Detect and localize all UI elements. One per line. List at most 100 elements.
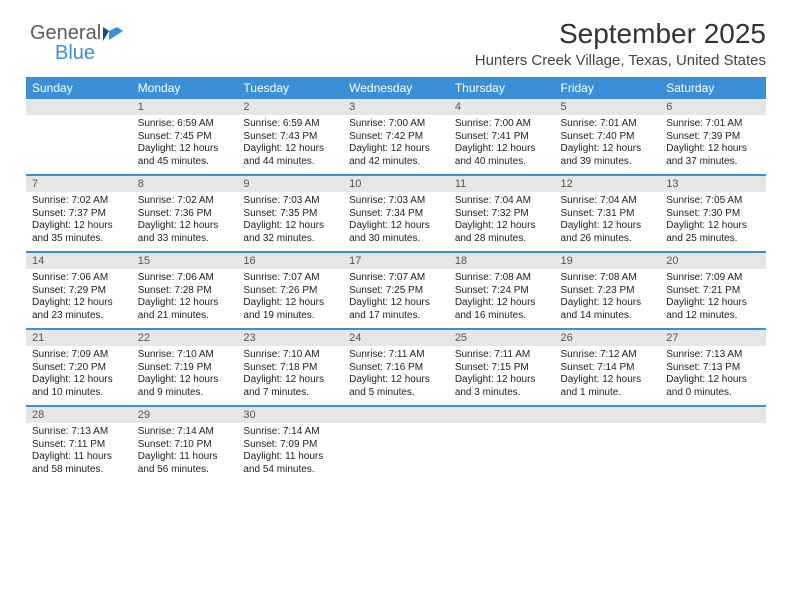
daylight-text: and 14 minutes. <box>561 310 655 323</box>
daylight-text: and 45 minutes. <box>138 156 232 169</box>
day-number: 6 <box>660 99 766 115</box>
calendar-table: Sunday Monday Tuesday Wednesday Thursday… <box>26 77 766 482</box>
day-cell: 27Sunrise: 7:13 AMSunset: 7:13 PMDayligh… <box>660 329 766 406</box>
day-number: 13 <box>660 176 766 192</box>
daylight-text: and 12 minutes. <box>666 310 760 323</box>
day-number: 11 <box>449 176 555 192</box>
sunrise-text: Sunrise: 7:12 AM <box>561 349 655 362</box>
day-number: 17 <box>343 253 449 269</box>
day-cell: 25Sunrise: 7:11 AMSunset: 7:15 PMDayligh… <box>449 329 555 406</box>
daylight-text: and 42 minutes. <box>349 156 443 169</box>
sunrise-text: Sunrise: 7:13 AM <box>666 349 760 362</box>
sunset-text: Sunset: 7:40 PM <box>561 131 655 144</box>
day-number: 14 <box>26 253 132 269</box>
brand-part2: Blue <box>55 42 95 64</box>
day-cell: 18Sunrise: 7:08 AMSunset: 7:24 PMDayligh… <box>449 252 555 329</box>
day-body: Sunrise: 7:03 AMSunset: 7:35 PMDaylight:… <box>237 192 343 251</box>
day-number: 20 <box>660 253 766 269</box>
daylight-text: Daylight: 12 hours <box>455 297 549 310</box>
week-row: 21Sunrise: 7:09 AMSunset: 7:20 PMDayligh… <box>26 329 766 406</box>
daylight-text: Daylight: 12 hours <box>561 143 655 156</box>
day-number-empty <box>449 407 555 423</box>
day-cell: 13Sunrise: 7:05 AMSunset: 7:30 PMDayligh… <box>660 175 766 252</box>
sunset-text: Sunset: 7:43 PM <box>243 131 337 144</box>
sunrise-text: Sunrise: 7:01 AM <box>561 118 655 131</box>
day-body: Sunrise: 7:06 AMSunset: 7:29 PMDaylight:… <box>26 269 132 328</box>
daylight-text: Daylight: 12 hours <box>243 297 337 310</box>
daylight-text: Daylight: 12 hours <box>349 220 443 233</box>
day-number: 2 <box>237 99 343 115</box>
day-cell <box>660 406 766 482</box>
day-number: 5 <box>555 99 661 115</box>
daylight-text: Daylight: 12 hours <box>455 143 549 156</box>
day-cell: 19Sunrise: 7:08 AMSunset: 7:23 PMDayligh… <box>555 252 661 329</box>
sunset-text: Sunset: 7:34 PM <box>349 208 443 221</box>
day-cell: 5 Sunrise: 7:01 AMSunset: 7:40 PMDaylight… <box>555 99 661 175</box>
week-row: 14Sunrise: 7:06 AMSunset: 7:29 PMDayligh… <box>26 252 766 329</box>
day-body: Sunrise: 6:59 AMSunset: 7:45 PMDaylight:… <box>132 115 238 174</box>
sunrise-text: Sunrise: 7:10 AM <box>243 349 337 362</box>
day-body: Sunrise: 7:07 AMSunset: 7:25 PMDaylight:… <box>343 269 449 328</box>
day-body: Sunrise: 7:09 AMSunset: 7:21 PMDaylight:… <box>660 269 766 328</box>
day-number: 12 <box>555 176 661 192</box>
day-body: Sunrise: 6:59 AMSunset: 7:43 PMDaylight:… <box>237 115 343 174</box>
daylight-text: Daylight: 12 hours <box>32 374 126 387</box>
day-number: 16 <box>237 253 343 269</box>
day-cell <box>26 99 132 175</box>
header: September 2025 Hunters Creek Village, Te… <box>26 18 766 69</box>
day-number-empty <box>555 407 661 423</box>
day-number: 9 <box>237 176 343 192</box>
day-number: 3 <box>343 99 449 115</box>
day-body: Sunrise: 7:13 AMSunset: 7:11 PMDaylight:… <box>26 423 132 482</box>
day-body: Sunrise: 7:11 AMSunset: 7:16 PMDaylight:… <box>343 346 449 405</box>
sunrise-text: Sunrise: 7:04 AM <box>455 195 549 208</box>
sunset-text: Sunset: 7:23 PM <box>561 285 655 298</box>
sunset-text: Sunset: 7:32 PM <box>455 208 549 221</box>
sunset-text: Sunset: 7:18 PM <box>243 362 337 375</box>
weekday-header: Friday <box>555 77 661 99</box>
sunrise-text: Sunrise: 7:04 AM <box>561 195 655 208</box>
daylight-text: Daylight: 12 hours <box>138 297 232 310</box>
day-number: 28 <box>26 407 132 423</box>
day-cell: 16Sunrise: 7:07 AMSunset: 7:26 PMDayligh… <box>237 252 343 329</box>
day-body: Sunrise: 7:04 AMSunset: 7:31 PMDaylight:… <box>555 192 661 251</box>
daylight-text: and 21 minutes. <box>138 310 232 323</box>
day-number: 21 <box>26 330 132 346</box>
day-body: Sunrise: 7:00 AMSunset: 7:41 PMDaylight:… <box>449 115 555 174</box>
sunset-text: Sunset: 7:14 PM <box>561 362 655 375</box>
sunrise-text: Sunrise: 7:05 AM <box>666 195 760 208</box>
day-cell <box>449 406 555 482</box>
sunset-text: Sunset: 7:26 PM <box>243 285 337 298</box>
sunset-text: Sunset: 7:37 PM <box>32 208 126 221</box>
day-body: Sunrise: 7:13 AMSunset: 7:13 PMDaylight:… <box>660 346 766 405</box>
sunset-text: Sunset: 7:36 PM <box>138 208 232 221</box>
week-row: 1Sunrise: 6:59 AMSunset: 7:45 PMDaylight… <box>26 99 766 175</box>
day-cell: 15Sunrise: 7:06 AMSunset: 7:28 PMDayligh… <box>132 252 238 329</box>
day-cell: 17Sunrise: 7:07 AMSunset: 7:25 PMDayligh… <box>343 252 449 329</box>
day-cell: 4Sunrise: 7:00 AMSunset: 7:41 PMDaylight… <box>449 99 555 175</box>
daylight-text: and 19 minutes. <box>243 310 337 323</box>
daylight-text: and 35 minutes. <box>32 233 126 246</box>
day-body: Sunrise: 7:08 AMSunset: 7:24 PMDaylight:… <box>449 269 555 328</box>
day-body-empty <box>449 423 555 477</box>
day-cell: 2Sunrise: 6:59 AMSunset: 7:43 PMDaylight… <box>237 99 343 175</box>
day-cell: 11Sunrise: 7:04 AMSunset: 7:32 PMDayligh… <box>449 175 555 252</box>
daylight-text: Daylight: 12 hours <box>455 374 549 387</box>
sunset-text: Sunset: 7:10 PM <box>138 439 232 452</box>
sunset-text: Sunset: 7:11 PM <box>32 439 126 452</box>
daylight-text: and 3 minutes. <box>455 387 549 400</box>
day-number: 23 <box>237 330 343 346</box>
sunset-text: Sunset: 7:41 PM <box>455 131 549 144</box>
location: Hunters Creek Village, Texas, United Sta… <box>26 52 766 69</box>
daylight-text: and 1 minute. <box>561 387 655 400</box>
day-cell: 26Sunrise: 7:12 AMSunset: 7:14 PMDayligh… <box>555 329 661 406</box>
day-body: Sunrise: 7:08 AMSunset: 7:23 PMDaylight:… <box>555 269 661 328</box>
sunrise-text: Sunrise: 7:09 AM <box>32 349 126 362</box>
daylight-text: and 16 minutes. <box>455 310 549 323</box>
daylight-text: and 56 minutes. <box>138 464 232 477</box>
day-body: Sunrise: 7:10 AMSunset: 7:18 PMDaylight:… <box>237 346 343 405</box>
daylight-text: Daylight: 12 hours <box>32 297 126 310</box>
daylight-text: and 33 minutes. <box>138 233 232 246</box>
day-number: 4 <box>449 99 555 115</box>
sunrise-text: Sunrise: 7:06 AM <box>138 272 232 285</box>
